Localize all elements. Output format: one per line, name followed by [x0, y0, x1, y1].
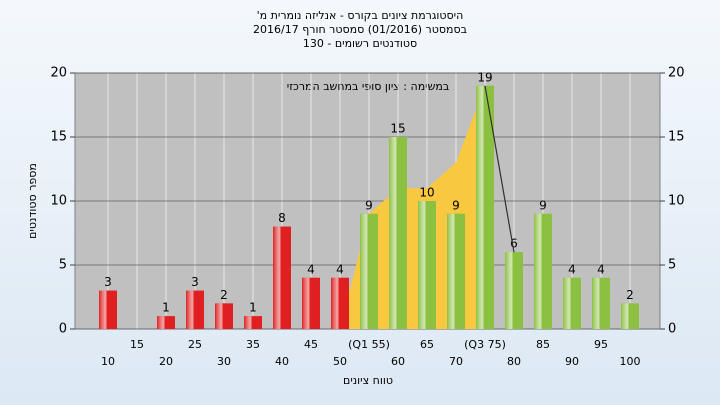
- y2-tick-label: 10: [668, 194, 685, 209]
- bar: [331, 277, 349, 329]
- data-label: 1: [249, 301, 257, 315]
- bar: [476, 85, 494, 329]
- bar: [215, 303, 233, 329]
- data-label: 8: [278, 211, 286, 225]
- data-label: 9: [452, 198, 460, 212]
- bar: [273, 226, 291, 329]
- data-label: 4: [597, 262, 605, 276]
- bar: [418, 201, 436, 329]
- x-tick-label: 60: [391, 355, 405, 368]
- x-tick-label: 40: [275, 355, 289, 368]
- y-tick-label: 10: [50, 194, 67, 209]
- bar: [592, 277, 610, 329]
- data-label: 3: [104, 275, 112, 289]
- bar: [244, 316, 262, 329]
- x-tick-label: 50: [333, 355, 347, 368]
- chart-subtitle: סטודנטים רשומים - 130: [303, 37, 417, 50]
- data-label: 1: [162, 301, 170, 315]
- x-tick-label: 70: [449, 355, 463, 368]
- line: [484, 85, 515, 253]
- x-tick-label: 90: [565, 355, 579, 368]
- data-label: 3: [191, 275, 199, 289]
- chart-subtitle: בסמסטר (01/2016) סמסטר חורף 2016/17: [253, 23, 467, 36]
- data-label: 15: [390, 122, 405, 136]
- data-label: 19: [477, 70, 492, 84]
- bar: [157, 316, 175, 329]
- data-label: 2: [220, 288, 228, 302]
- y2-tick-label: 15: [668, 130, 685, 145]
- annotation: במשימה : ציון סופי במחשב המרכזי: [287, 80, 450, 93]
- bar: [534, 213, 552, 329]
- x-tick-label: (Q3 75): [464, 338, 506, 351]
- y2-tick-label: 0: [668, 322, 676, 337]
- chart-title: היסטוגרמת ציונים בקורס - אנליזה נומרית מ…: [257, 9, 464, 22]
- x-tick-label: 100: [620, 355, 641, 368]
- x-tick-label: 35: [246, 338, 260, 351]
- bar: [447, 213, 465, 329]
- x-tick-label: 45: [304, 338, 318, 351]
- bar: [505, 252, 523, 329]
- x-tick-label: 15: [130, 338, 144, 351]
- x-tick-label: (Q1 55): [348, 338, 390, 351]
- bar: [99, 290, 117, 329]
- y2-tick-label: 20: [668, 66, 685, 81]
- x-tick-label: 25: [188, 338, 202, 351]
- data-label: 4: [307, 262, 315, 276]
- x-axis-label: טווח ציונים: [343, 374, 393, 387]
- y-axis-label: מספר סטודנטים: [26, 163, 39, 239]
- y-tick-label: 20: [50, 66, 67, 81]
- data-label: 6: [510, 237, 518, 251]
- data-label: 9: [365, 198, 373, 212]
- bar: [360, 213, 378, 329]
- x-tick-label: 10: [101, 355, 115, 368]
- y-tick-label: 15: [50, 130, 67, 145]
- y-tick-label: 0: [59, 322, 67, 337]
- x-tick-label: 65: [420, 338, 434, 351]
- data-label: 10: [419, 186, 434, 200]
- y-tick-label: 5: [59, 258, 67, 273]
- bar: [389, 137, 407, 329]
- bar: [621, 303, 639, 329]
- data-label: 2: [626, 288, 634, 302]
- data-label: 4: [568, 262, 576, 276]
- y2-tick-label: 5: [668, 258, 676, 273]
- x-tick-label: 85: [536, 338, 550, 351]
- data-label: 4: [336, 262, 344, 276]
- bar: [302, 277, 320, 329]
- x-tick-label: 80: [507, 355, 521, 368]
- data-label: 9: [539, 198, 547, 212]
- bar: [186, 290, 204, 329]
- x-tick-label: 20: [159, 355, 173, 368]
- bar: [563, 277, 581, 329]
- x-tick-label: 30: [217, 355, 231, 368]
- x-tick-label: 95: [594, 338, 608, 351]
